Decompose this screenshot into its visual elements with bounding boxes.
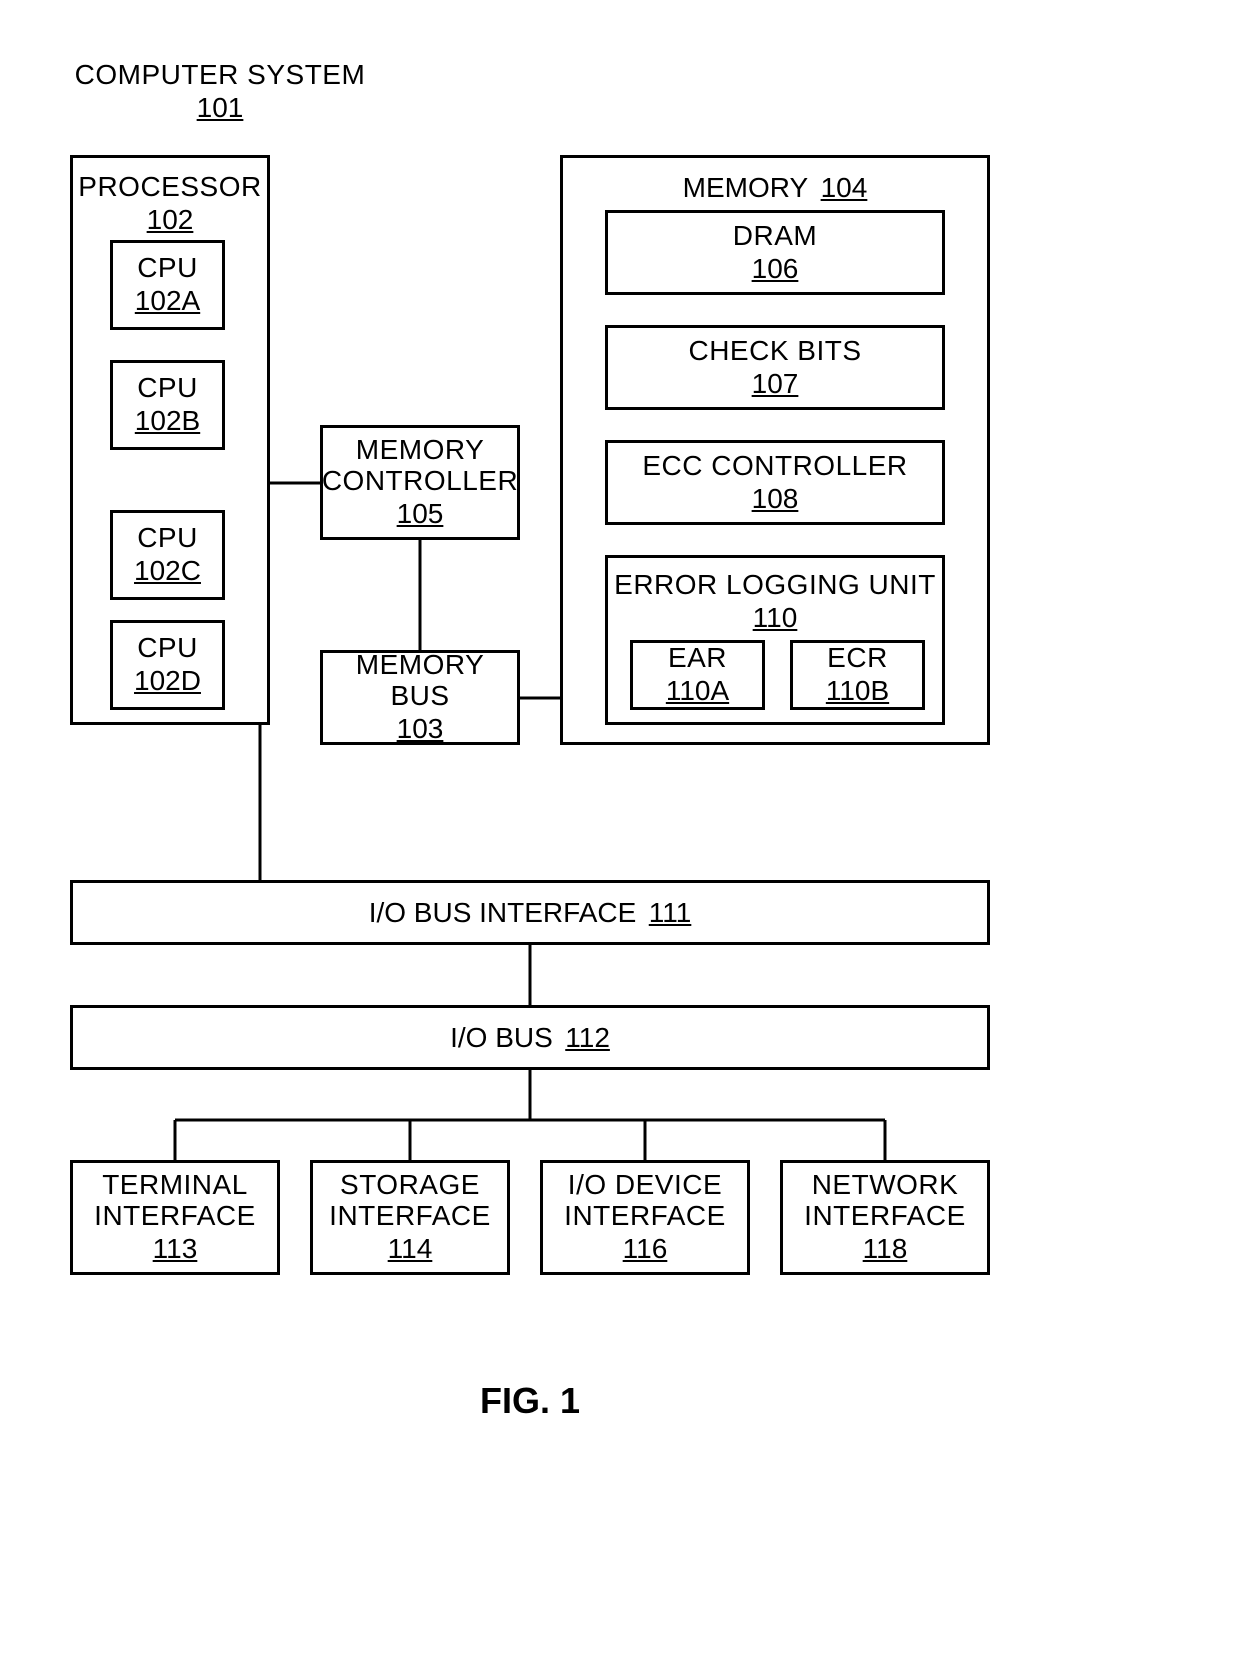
io-bus-box: I/O BUS 112 [70, 1005, 990, 1070]
system-title: COMPUTER SYSTEM [75, 60, 366, 91]
cpu-a-box: CPU 102A [110, 240, 225, 330]
io-device-interface-box: I/O DEVICE INTERFACE 116 [540, 1160, 750, 1275]
memory-controller-box: MEMORY CONTROLLER 105 [320, 425, 520, 540]
ecc-controller-box: ECC CONTROLLER 108 [605, 440, 945, 525]
dram-box: DRAM 106 [605, 210, 945, 295]
network-interface-box: NETWORK INTERFACE 118 [780, 1160, 990, 1275]
ear-box: EAR 110A [630, 640, 765, 710]
memory-label: MEMORY 104 [683, 172, 868, 204]
cpu-c-box: CPU 102C [110, 510, 225, 600]
io-bus-interface-box: I/O BUS INTERFACE 111 [70, 880, 990, 945]
terminal-interface-box: TERMINAL INTERFACE 113 [70, 1160, 280, 1275]
cpu-d-box: CPU 102D [110, 620, 225, 710]
system-label: COMPUTER SYSTEM 101 [70, 60, 370, 124]
cpu-b-box: CPU 102B [110, 360, 225, 450]
figure-caption: FIG. 1 [480, 1380, 580, 1422]
diagram-canvas: COMPUTER SYSTEM 101 PROCESSOR 102 CPU 10… [0, 0, 1240, 1664]
processor-label: PROCESSOR 102 [78, 172, 261, 236]
memory-bus-box: MEMORY BUS 103 [320, 650, 520, 745]
storage-interface-box: STORAGE INTERFACE 114 [310, 1160, 510, 1275]
ecr-box: ECR 110B [790, 640, 925, 710]
check-bits-box: CHECK BITS 107 [605, 325, 945, 410]
system-ref: 101 [197, 93, 244, 124]
